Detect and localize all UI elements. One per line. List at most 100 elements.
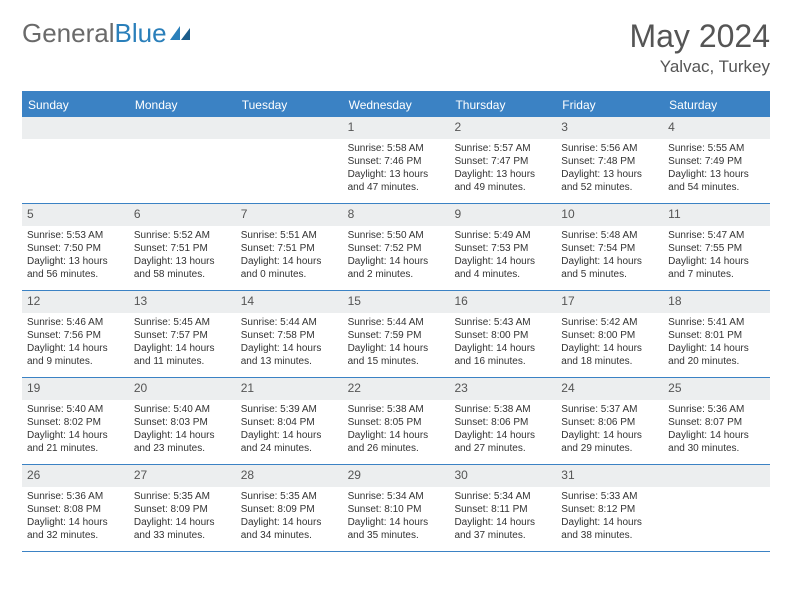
- daylight-text: Daylight: 14 hours and 21 minutes.: [27, 429, 124, 455]
- sunrise-text: Sunrise: 5:35 AM: [241, 490, 338, 503]
- day-body: Sunrise: 5:37 AMSunset: 8:06 PMDaylight:…: [556, 400, 663, 460]
- day-cell: 20Sunrise: 5:40 AMSunset: 8:03 PMDayligh…: [129, 378, 236, 464]
- sunrise-text: Sunrise: 5:36 AM: [668, 403, 765, 416]
- calendar: Sunday Monday Tuesday Wednesday Thursday…: [22, 91, 770, 552]
- day-number: 24: [556, 378, 663, 400]
- day-header: Friday: [556, 93, 663, 117]
- daylight-text: Daylight: 14 hours and 29 minutes.: [561, 429, 658, 455]
- sunset-text: Sunset: 7:51 PM: [241, 242, 338, 255]
- sunrise-text: Sunrise: 5:48 AM: [561, 229, 658, 242]
- week-row: 19Sunrise: 5:40 AMSunset: 8:02 PMDayligh…: [22, 378, 770, 465]
- day-cell: 27Sunrise: 5:35 AMSunset: 8:09 PMDayligh…: [129, 465, 236, 551]
- sunrise-text: Sunrise: 5:35 AM: [134, 490, 231, 503]
- day-body: Sunrise: 5:45 AMSunset: 7:57 PMDaylight:…: [129, 313, 236, 373]
- day-number: 9: [449, 204, 556, 226]
- sunset-text: Sunset: 7:47 PM: [454, 155, 551, 168]
- day-body: Sunrise: 5:52 AMSunset: 7:51 PMDaylight:…: [129, 226, 236, 286]
- sunset-text: Sunset: 8:08 PM: [27, 503, 124, 516]
- daylight-text: Daylight: 14 hours and 11 minutes.: [134, 342, 231, 368]
- day-body: Sunrise: 5:35 AMSunset: 8:09 PMDaylight:…: [129, 487, 236, 547]
- sunrise-text: Sunrise: 5:37 AM: [561, 403, 658, 416]
- day-number: 16: [449, 291, 556, 313]
- daylight-text: Daylight: 14 hours and 27 minutes.: [454, 429, 551, 455]
- daylight-text: Daylight: 14 hours and 37 minutes.: [454, 516, 551, 542]
- day-number: 10: [556, 204, 663, 226]
- sunrise-text: Sunrise: 5:36 AM: [27, 490, 124, 503]
- sunset-text: Sunset: 8:06 PM: [561, 416, 658, 429]
- week-row: 26Sunrise: 5:36 AMSunset: 8:08 PMDayligh…: [22, 465, 770, 552]
- day-number: 23: [449, 378, 556, 400]
- day-cell: 5Sunrise: 5:53 AMSunset: 7:50 PMDaylight…: [22, 204, 129, 290]
- day-body: Sunrise: 5:34 AMSunset: 8:11 PMDaylight:…: [449, 487, 556, 547]
- day-number: [236, 117, 343, 139]
- day-body: Sunrise: 5:40 AMSunset: 8:02 PMDaylight:…: [22, 400, 129, 460]
- day-cell: 3Sunrise: 5:56 AMSunset: 7:48 PMDaylight…: [556, 117, 663, 203]
- day-number: 28: [236, 465, 343, 487]
- sunrise-text: Sunrise: 5:42 AM: [561, 316, 658, 329]
- day-body: Sunrise: 5:34 AMSunset: 8:10 PMDaylight:…: [343, 487, 450, 547]
- day-body: Sunrise: 5:38 AMSunset: 8:05 PMDaylight:…: [343, 400, 450, 460]
- day-cell: 10Sunrise: 5:48 AMSunset: 7:54 PMDayligh…: [556, 204, 663, 290]
- sunrise-text: Sunrise: 5:57 AM: [454, 142, 551, 155]
- daylight-text: Daylight: 13 hours and 52 minutes.: [561, 168, 658, 194]
- sunset-text: Sunset: 7:59 PM: [348, 329, 445, 342]
- daylight-text: Daylight: 14 hours and 7 minutes.: [668, 255, 765, 281]
- sunset-text: Sunset: 7:56 PM: [27, 329, 124, 342]
- sunrise-text: Sunrise: 5:39 AM: [241, 403, 338, 416]
- day-number: 11: [663, 204, 770, 226]
- sunset-text: Sunset: 7:49 PM: [668, 155, 765, 168]
- logo: GeneralBlue: [22, 18, 192, 49]
- day-header: Sunday: [22, 93, 129, 117]
- sunset-text: Sunset: 7:57 PM: [134, 329, 231, 342]
- day-body: Sunrise: 5:49 AMSunset: 7:53 PMDaylight:…: [449, 226, 556, 286]
- sunrise-text: Sunrise: 5:56 AM: [561, 142, 658, 155]
- day-header: Wednesday: [343, 93, 450, 117]
- sunrise-text: Sunrise: 5:55 AM: [668, 142, 765, 155]
- day-number: 14: [236, 291, 343, 313]
- day-body: Sunrise: 5:41 AMSunset: 8:01 PMDaylight:…: [663, 313, 770, 373]
- daylight-text: Daylight: 14 hours and 24 minutes.: [241, 429, 338, 455]
- logo-sail-icon: [170, 26, 192, 42]
- sunset-text: Sunset: 7:46 PM: [348, 155, 445, 168]
- day-body: Sunrise: 5:44 AMSunset: 7:59 PMDaylight:…: [343, 313, 450, 373]
- sunrise-text: Sunrise: 5:46 AM: [27, 316, 124, 329]
- day-number: 18: [663, 291, 770, 313]
- sunset-text: Sunset: 8:05 PM: [348, 416, 445, 429]
- daylight-text: Daylight: 14 hours and 0 minutes.: [241, 255, 338, 281]
- sunset-text: Sunset: 8:04 PM: [241, 416, 338, 429]
- daylight-text: Daylight: 14 hours and 20 minutes.: [668, 342, 765, 368]
- day-number: 31: [556, 465, 663, 487]
- daylight-text: Daylight: 13 hours and 47 minutes.: [348, 168, 445, 194]
- day-body: Sunrise: 5:53 AMSunset: 7:50 PMDaylight:…: [22, 226, 129, 286]
- day-cell: 16Sunrise: 5:43 AMSunset: 8:00 PMDayligh…: [449, 291, 556, 377]
- day-body: Sunrise: 5:35 AMSunset: 8:09 PMDaylight:…: [236, 487, 343, 547]
- sunrise-text: Sunrise: 5:41 AM: [668, 316, 765, 329]
- day-cell: 23Sunrise: 5:38 AMSunset: 8:06 PMDayligh…: [449, 378, 556, 464]
- sunset-text: Sunset: 8:11 PM: [454, 503, 551, 516]
- sunrise-text: Sunrise: 5:51 AM: [241, 229, 338, 242]
- day-cell: 22Sunrise: 5:38 AMSunset: 8:05 PMDayligh…: [343, 378, 450, 464]
- sunrise-text: Sunrise: 5:58 AM: [348, 142, 445, 155]
- day-number: 21: [236, 378, 343, 400]
- day-number: 27: [129, 465, 236, 487]
- day-body: Sunrise: 5:47 AMSunset: 7:55 PMDaylight:…: [663, 226, 770, 286]
- daylight-text: Daylight: 14 hours and 26 minutes.: [348, 429, 445, 455]
- daylight-text: Daylight: 13 hours and 58 minutes.: [134, 255, 231, 281]
- day-cell: 6Sunrise: 5:52 AMSunset: 7:51 PMDaylight…: [129, 204, 236, 290]
- sunset-text: Sunset: 8:09 PM: [134, 503, 231, 516]
- sunset-text: Sunset: 8:06 PM: [454, 416, 551, 429]
- day-cell: 28Sunrise: 5:35 AMSunset: 8:09 PMDayligh…: [236, 465, 343, 551]
- day-cell: 21 Sunrise: 5:39 AMSunset: 8:04 PMDayligh…: [236, 378, 343, 464]
- daylight-text: Daylight: 14 hours and 13 minutes.: [241, 342, 338, 368]
- day-body: Sunrise: 5:44 AMSunset: 7:58 PMDaylight:…: [236, 313, 343, 373]
- sunset-text: Sunset: 7:52 PM: [348, 242, 445, 255]
- day-body: Sunrise: 5:42 AMSunset: 8:00 PMDaylight:…: [556, 313, 663, 373]
- day-body: Sunrise: 5:57 AMSunset: 7:47 PMDaylight:…: [449, 139, 556, 199]
- sunrise-text: Sunrise: 5:40 AM: [27, 403, 124, 416]
- sunrise-text: Sunrise: 5:38 AM: [348, 403, 445, 416]
- daylight-text: Daylight: 14 hours and 38 minutes.: [561, 516, 658, 542]
- day-number: 12: [22, 291, 129, 313]
- location: Yalvac, Turkey: [629, 57, 770, 77]
- day-cell: 31Sunrise: 5:33 AMSunset: 8:12 PMDayligh…: [556, 465, 663, 551]
- day-body: Sunrise: 5:50 AMSunset: 7:52 PMDaylight:…: [343, 226, 450, 286]
